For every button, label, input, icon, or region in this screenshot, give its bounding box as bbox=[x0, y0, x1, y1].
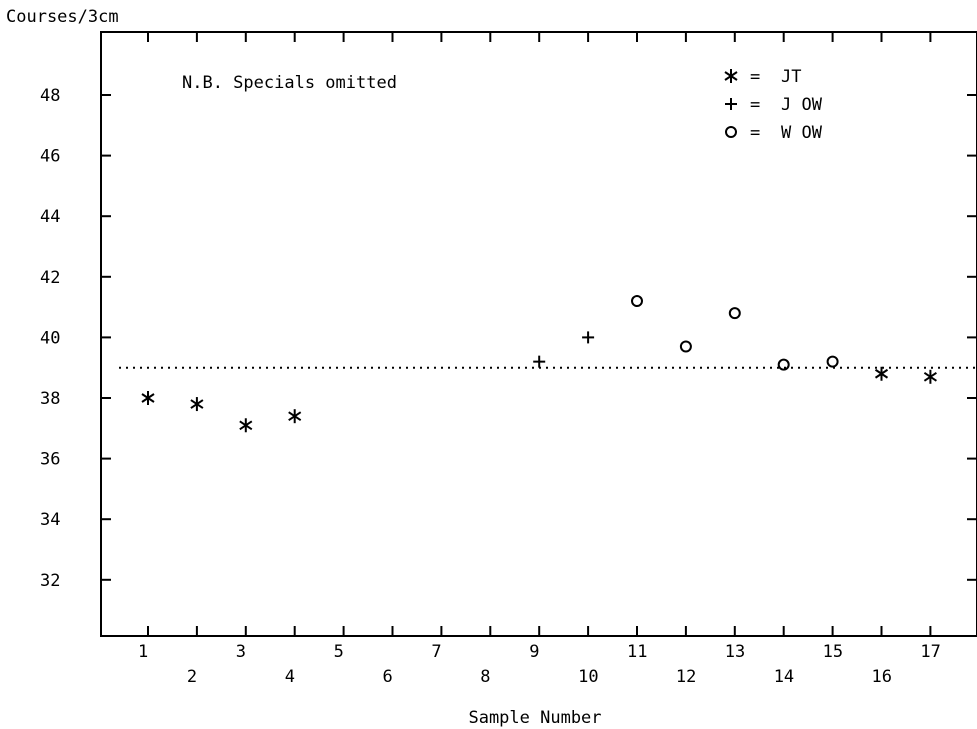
y-tick-label: 36 bbox=[40, 450, 60, 470]
y-tick-label: 42 bbox=[40, 268, 60, 288]
data-point bbox=[141, 391, 155, 405]
x-axis-label: Sample Number bbox=[468, 708, 601, 728]
asterisk-stroke bbox=[288, 411, 302, 422]
y-axis-label: Courses/3cm bbox=[6, 7, 119, 27]
asterisk-stroke bbox=[874, 368, 889, 379]
x-tick-label: 2 bbox=[187, 667, 197, 687]
legend-equals: = bbox=[750, 67, 760, 87]
asterisk-stroke bbox=[141, 393, 155, 403]
x-tick-label: 12 bbox=[676, 667, 696, 687]
x-tick-label: 17 bbox=[920, 642, 940, 662]
legend: = JT = J OW = W OW bbox=[724, 67, 823, 143]
x-tick-label: 10 bbox=[578, 667, 598, 687]
annotation-note: N.B. Specials omitted bbox=[182, 73, 397, 93]
y-tick-label: 40 bbox=[40, 328, 60, 348]
data-point bbox=[239, 418, 253, 433]
x-tick-label: 6 bbox=[383, 667, 393, 687]
data-point bbox=[190, 397, 204, 412]
x-tick-label: 9 bbox=[529, 642, 539, 662]
top-axis-ticks bbox=[147, 32, 932, 42]
asterisk-stroke bbox=[923, 371, 937, 382]
data-point bbox=[533, 355, 546, 368]
legend-label: W OW bbox=[781, 123, 823, 143]
right-axis-ticks bbox=[967, 94, 977, 581]
x-tick-label: 13 bbox=[725, 642, 745, 662]
data-point bbox=[826, 355, 839, 368]
asterisk-stroke bbox=[724, 71, 738, 81]
x-tick-label: 8 bbox=[480, 667, 490, 687]
data-point bbox=[874, 366, 889, 381]
x-tick-label: 1 bbox=[138, 642, 148, 662]
y-tick-label: 38 bbox=[40, 389, 60, 409]
legend-symbol bbox=[725, 126, 737, 138]
y-tick-label: 46 bbox=[40, 147, 60, 167]
legend-label: J OW bbox=[781, 95, 823, 115]
x-tick-label: 4 bbox=[285, 667, 295, 687]
x-tick-label: 11 bbox=[627, 642, 647, 662]
x-tick-label: 7 bbox=[431, 642, 441, 662]
legend-symbol bbox=[724, 69, 738, 83]
asterisk-stroke bbox=[239, 420, 253, 431]
y-tick-label: 48 bbox=[40, 86, 60, 106]
x-tick-label: 15 bbox=[823, 642, 843, 662]
legend-symbol bbox=[725, 98, 737, 110]
data-point bbox=[582, 331, 595, 344]
data-point bbox=[288, 409, 302, 424]
data-points bbox=[141, 295, 937, 433]
y-axis-ticks: 32 34 36 38 40 42 44 46 48 bbox=[40, 86, 111, 591]
legend-equals: = bbox=[750, 123, 760, 143]
data-point bbox=[777, 358, 790, 371]
data-point bbox=[631, 295, 643, 308]
x-tick-label: 5 bbox=[334, 642, 344, 662]
data-point bbox=[728, 307, 741, 320]
y-tick-label: 34 bbox=[40, 510, 60, 530]
data-point bbox=[679, 340, 692, 353]
y-tick-label: 44 bbox=[40, 207, 60, 227]
data-point bbox=[923, 369, 937, 384]
x-tick-label: 16 bbox=[872, 667, 892, 687]
legend-label: JT bbox=[781, 67, 801, 87]
asterisk-stroke bbox=[190, 399, 204, 409]
y-tick-label: 32 bbox=[40, 571, 60, 591]
x-tick-label: 14 bbox=[774, 667, 794, 687]
x-tick-label: 3 bbox=[236, 642, 246, 662]
legend-equals: = bbox=[750, 95, 760, 115]
plot-frame bbox=[100, 31, 977, 637]
